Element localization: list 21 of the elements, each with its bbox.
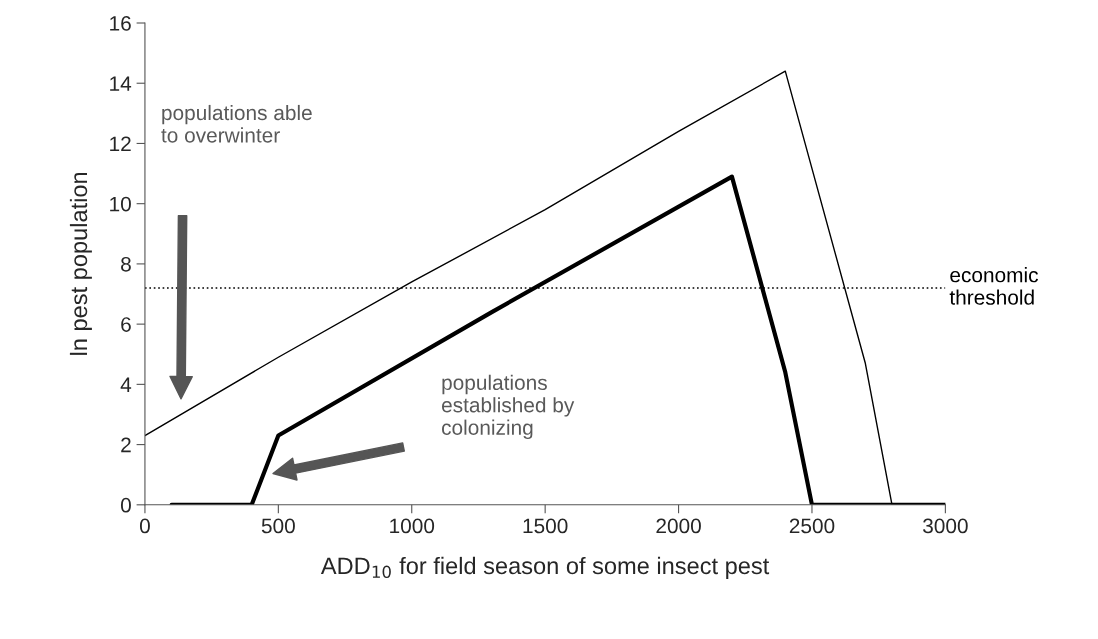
y-tick-label: 16 bbox=[110, 16, 131, 31]
y-tick-label: 6 bbox=[121, 317, 131, 332]
x-tick-label: 3000 bbox=[923, 518, 968, 534]
y-axis-title: ln pest population bbox=[69, 172, 92, 355]
x-axis-title: ADD$_{10}$ for field season of some insect pest bbox=[320, 556, 770, 579]
y-tick-label: 0 bbox=[120, 497, 131, 513]
y-tick-label: 2 bbox=[121, 437, 131, 453]
ref-line-label: economic threshold bbox=[949, 267, 1038, 305]
x-tick-label: 1000 bbox=[390, 518, 435, 534]
y-tick-label: 8 bbox=[121, 256, 131, 272]
y-tick-label: 14 bbox=[110, 76, 132, 91]
y-tick-label: 4 bbox=[120, 377, 132, 392]
x-tick-label: 1500 bbox=[523, 518, 568, 534]
x-tick-label: 0 bbox=[139, 518, 150, 534]
x-tick-label: 2000 bbox=[656, 518, 701, 534]
annotation: populations established by colonizing bbox=[441, 374, 575, 440]
y-tick-label: 10 bbox=[110, 196, 131, 212]
annotation: populations able to overwinter bbox=[161, 104, 312, 143]
x-tick-label: 500 bbox=[261, 518, 295, 534]
y-tick-label: 12 bbox=[110, 136, 131, 151]
x-tick-label: 2500 bbox=[789, 518, 835, 534]
